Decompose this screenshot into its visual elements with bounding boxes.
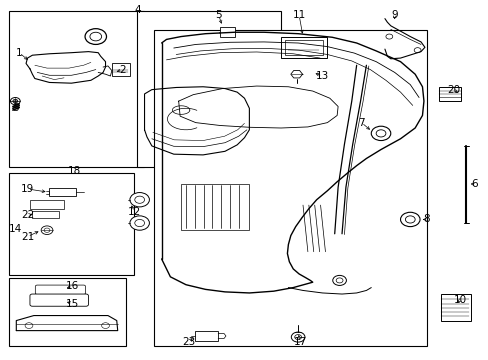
Circle shape xyxy=(25,323,33,328)
Circle shape xyxy=(294,334,301,339)
Bar xyxy=(9,173,134,275)
Text: 3: 3 xyxy=(12,103,19,113)
Circle shape xyxy=(130,193,149,207)
Circle shape xyxy=(375,130,385,137)
Text: 9: 9 xyxy=(390,10,397,20)
Bar xyxy=(285,40,323,55)
Circle shape xyxy=(335,278,342,283)
Text: 6: 6 xyxy=(470,179,477,189)
Circle shape xyxy=(405,216,414,223)
Text: 10: 10 xyxy=(452,295,466,305)
Text: 11: 11 xyxy=(292,10,305,20)
Text: 17: 17 xyxy=(293,337,306,347)
Bar xyxy=(181,184,249,230)
Bar xyxy=(9,12,143,167)
Bar xyxy=(9,278,126,346)
Bar xyxy=(32,211,59,218)
Text: 13: 13 xyxy=(315,71,328,81)
Circle shape xyxy=(90,32,102,41)
Circle shape xyxy=(135,196,144,203)
FancyBboxPatch shape xyxy=(30,294,88,306)
Text: 12: 12 xyxy=(128,207,141,217)
Bar xyxy=(220,27,234,37)
Text: 2: 2 xyxy=(119,65,125,75)
Circle shape xyxy=(44,228,50,232)
Text: 14: 14 xyxy=(9,225,22,234)
Text: 19: 19 xyxy=(21,184,34,194)
Text: 1: 1 xyxy=(16,48,22,58)
Bar xyxy=(112,63,130,76)
Circle shape xyxy=(13,99,18,103)
Circle shape xyxy=(385,34,392,39)
Bar xyxy=(281,37,327,58)
Bar xyxy=(154,30,427,346)
FancyBboxPatch shape xyxy=(35,285,85,294)
Text: 15: 15 xyxy=(66,299,80,309)
Bar xyxy=(440,294,470,320)
Circle shape xyxy=(130,216,149,230)
Circle shape xyxy=(41,226,53,234)
Bar xyxy=(194,331,218,341)
Circle shape xyxy=(413,48,420,53)
Text: 4: 4 xyxy=(135,5,141,15)
Circle shape xyxy=(85,29,106,44)
Text: 18: 18 xyxy=(68,166,81,176)
Circle shape xyxy=(370,126,390,140)
Circle shape xyxy=(135,220,144,226)
Text: 21: 21 xyxy=(21,232,34,242)
Text: 23: 23 xyxy=(182,337,195,347)
Text: 20: 20 xyxy=(447,85,460,95)
Bar xyxy=(49,188,76,196)
Circle shape xyxy=(10,98,20,105)
Bar xyxy=(438,87,460,101)
Text: 5: 5 xyxy=(215,10,222,20)
Text: 22: 22 xyxy=(21,210,34,220)
Text: 8: 8 xyxy=(423,215,429,224)
Circle shape xyxy=(291,332,305,342)
Circle shape xyxy=(102,323,109,328)
Bar xyxy=(30,200,64,209)
Bar xyxy=(137,12,281,167)
Text: 7: 7 xyxy=(358,118,364,128)
Circle shape xyxy=(400,212,419,226)
Text: 16: 16 xyxy=(66,281,80,291)
Circle shape xyxy=(332,275,346,285)
